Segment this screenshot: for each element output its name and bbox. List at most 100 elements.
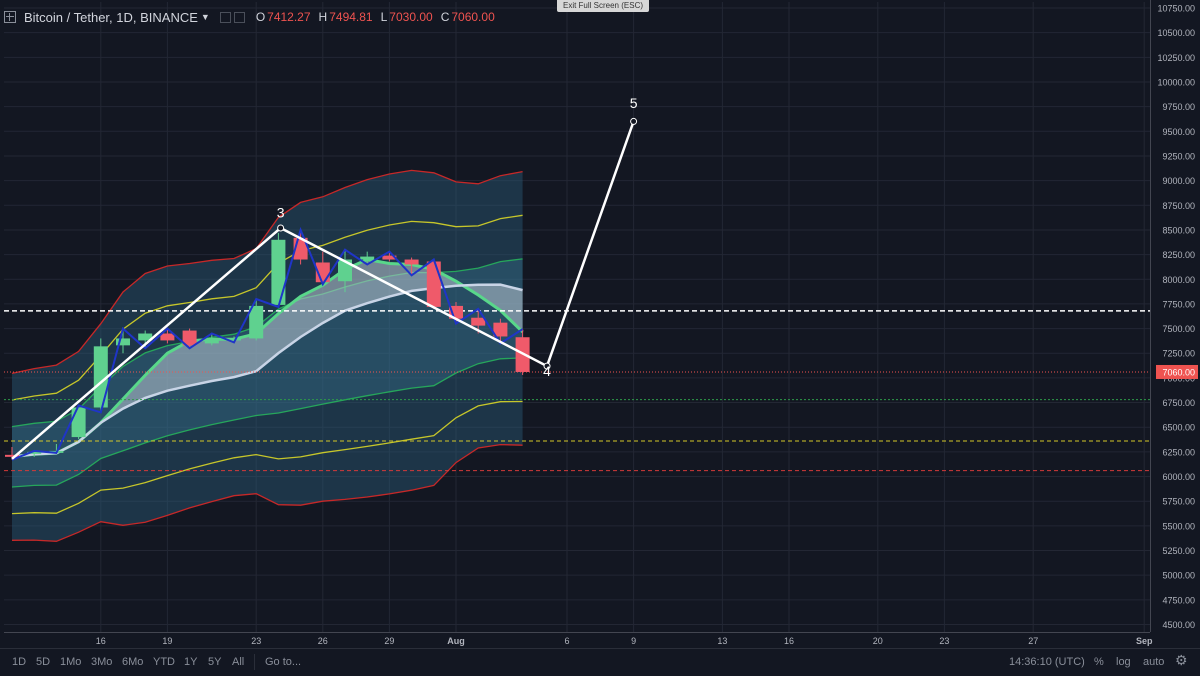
wave-label: 5: [630, 95, 638, 111]
expand-icon[interactable]: [4, 11, 16, 23]
time-tick-label: 23: [939, 636, 949, 646]
gear-icon[interactable]: ⚙: [1175, 652, 1188, 668]
utc-clock[interactable]: 14:36:10 (UTC): [1009, 656, 1085, 668]
candle-body: [5, 454, 19, 457]
price-tick-label: 8000.00: [1162, 275, 1195, 285]
candle-body: [338, 259, 352, 282]
hide-icon[interactable]: [233, 11, 245, 23]
compare-icon[interactable]: [219, 11, 231, 23]
candle-body: [382, 255, 397, 260]
candle-body: [426, 261, 441, 307]
ma-ribbon: [12, 259, 523, 457]
price-tick-label: 6000.00: [1162, 472, 1195, 482]
price-tick-label: 9000.00: [1162, 176, 1195, 186]
price-tick-label: 7750.00: [1162, 299, 1195, 309]
candle-body: [471, 317, 486, 326]
candle-body: [404, 259, 419, 265]
auto-scale-toggle[interactable]: auto: [1143, 656, 1165, 668]
range-6mo[interactable]: 6Mo: [122, 656, 144, 668]
range-5d[interactable]: 5D: [36, 656, 51, 668]
price-axis-bg: [1150, 0, 1200, 648]
candle-body: [249, 305, 264, 339]
projection-point: [543, 362, 551, 370]
candle-body: [116, 338, 130, 346]
candle-body: [182, 330, 197, 346]
exit-fullscreen-button[interactable]: Exit Full Screen (ESC): [557, 0, 649, 12]
price-tick-label: 10000.00: [1157, 77, 1195, 87]
time-tick-label: 23: [251, 636, 261, 646]
time-tick-label: 27: [1028, 636, 1038, 646]
price-tick-label: 6750.00: [1162, 398, 1195, 408]
range-3mo[interactable]: 3Mo: [91, 656, 113, 668]
price-tick-label: 5500.00: [1162, 521, 1195, 531]
time-tick-label: 9: [631, 636, 636, 646]
price-tick-label: 9250.00: [1162, 151, 1195, 161]
candle-body: [138, 333, 153, 341]
time-tick-label: Aug: [447, 636, 465, 646]
price-tick-label: 5750.00: [1162, 497, 1195, 507]
price-tick-label: 7250.00: [1162, 349, 1195, 359]
range-1mo[interactable]: 1Mo: [60, 656, 82, 668]
time-axis: 16 19 23 26 29 Aug 6 9 13 16 20 23 27 Sep: [4, 632, 1153, 646]
candle-body: [27, 451, 42, 454]
time-tick-label: 16: [784, 636, 794, 646]
last-price-tag: [1156, 364, 1198, 379]
envelope-inner-fill: [12, 258, 523, 487]
price-tick-label: 5000.00: [1162, 571, 1195, 581]
price-chart[interactable]: 3 4 5 10750.00 10500.00 10250.00 10000.00 9750.…: [0, 0, 1200, 648]
price-axis: 10750.00 10500.00 10250.00 10000.00 9750.00 9…: [1150, 0, 1200, 648]
candle-body: [493, 322, 508, 337]
wave-label: 3: [277, 205, 285, 221]
price-tick-label: 6250.00: [1162, 447, 1195, 457]
time-tick-label: 16: [96, 636, 106, 646]
candles: [5, 229, 530, 460]
chevron-down-icon[interactable]: ▼: [200, 12, 210, 22]
envelope-upper-line: [11, 169, 523, 375]
range-1y[interactable]: 1Y: [184, 656, 198, 668]
price-tick-label: 8250.00: [1162, 250, 1195, 260]
zigzag-line: [11, 226, 524, 461]
range-ytd[interactable]: YTD: [153, 656, 175, 668]
projection-point: [277, 224, 285, 232]
price-tick-label: 5250.00: [1162, 546, 1195, 556]
go-to-date-button[interactable]: Go to...: [265, 656, 302, 668]
open-label: O: [255, 10, 266, 24]
wave-label: 4: [543, 363, 551, 379]
open-value: 7412.27: [267, 10, 311, 24]
range-1d[interactable]: 1D: [12, 656, 27, 668]
price-tick-label: 10750.00: [1157, 4, 1195, 14]
range-all[interactable]: All: [232, 656, 245, 668]
bottom-toolbar: 1D 5D 1Mo 3Mo 6Mo YTD 1Y 5Y All Go to...…: [0, 648, 1200, 676]
low-value: 7030.00: [389, 10, 433, 24]
close-label: C: [440, 10, 450, 24]
price-tick-label: 9500.00: [1162, 127, 1195, 137]
symbol-legend: Bitcoin / Tether, 1D, BINANCE ▼ O 7412.2…: [4, 8, 495, 26]
price-tick-label: 10500.00: [1157, 28, 1195, 38]
candle-body: [204, 338, 219, 344]
symbol-title[interactable]: Bitcoin / Tether, 1D, BINANCE: [24, 9, 198, 25]
range-5y[interactable]: 5Y: [208, 656, 222, 668]
price-tick-label: 8750.00: [1162, 201, 1195, 211]
high-value: 7494.81: [329, 10, 373, 24]
projection-point: [630, 117, 638, 125]
candle-body: [227, 338, 241, 341]
candle-body: [71, 407, 86, 438]
candle-body: [271, 239, 286, 305]
price-tick-label: 8500.00: [1162, 225, 1195, 235]
grid-lines: [4, 2, 1150, 632]
percent-scale-toggle[interactable]: %: [1094, 656, 1104, 668]
price-tick-label: 4750.00: [1162, 595, 1195, 605]
candle-body: [360, 256, 375, 260]
time-tick-label: 20: [873, 636, 883, 646]
price-tick-label: 4500.00: [1162, 620, 1195, 630]
time-tick-label: Sep: [1136, 636, 1153, 646]
close-value: 7060.00: [451, 10, 495, 24]
envelope-lower-line: [11, 443, 523, 542]
price-tick-label: 7500.00: [1162, 324, 1195, 334]
time-tick-label: 13: [717, 636, 727, 646]
envelope-lower-line: [11, 400, 523, 515]
time-tick-label: 6: [564, 636, 569, 646]
toolbar-divider: [254, 654, 255, 670]
log-scale-toggle[interactable]: log: [1116, 656, 1131, 668]
last-price-label: 7060.00: [1162, 367, 1195, 377]
